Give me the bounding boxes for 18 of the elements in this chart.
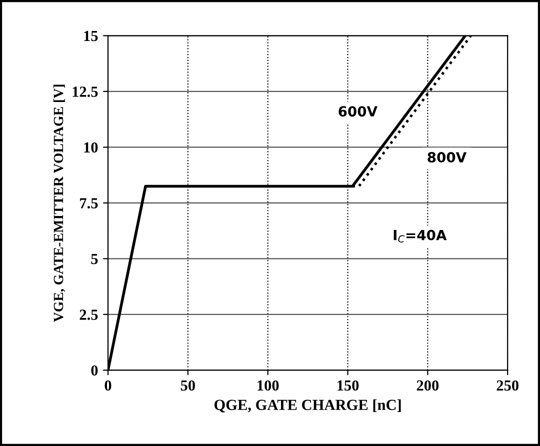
y-tick-label: 10 [84,142,98,153]
y-tick-label: 0 [91,365,98,376]
x-axis-title: QGE, GATE CHARGE [nC] [214,399,401,412]
text: 800V [428,152,467,163]
y-tick-label: 15 [84,30,98,42]
x-tick-label: 150 [338,380,359,391]
y-tick-label: 5 [91,254,98,264]
y-tick-label: 2.5 [80,310,98,320]
x-tick-label: 50 [180,380,195,391]
annotation: I$_{C}$=40A [394,230,447,243]
x-tick-label: 250 [496,380,518,391]
x-tick-label: 100 [258,380,279,391]
y-tick-label: 12.5 [72,86,98,97]
series-label: 600V [338,106,378,117]
y-axis-title: VGE, GATE-EMITTER VOLTAGE [V] [53,84,66,322]
x-tick-label: 200 [416,380,439,391]
y-tick-label: 7.5 [80,198,98,208]
x-tick-label: 0 [104,380,112,391]
